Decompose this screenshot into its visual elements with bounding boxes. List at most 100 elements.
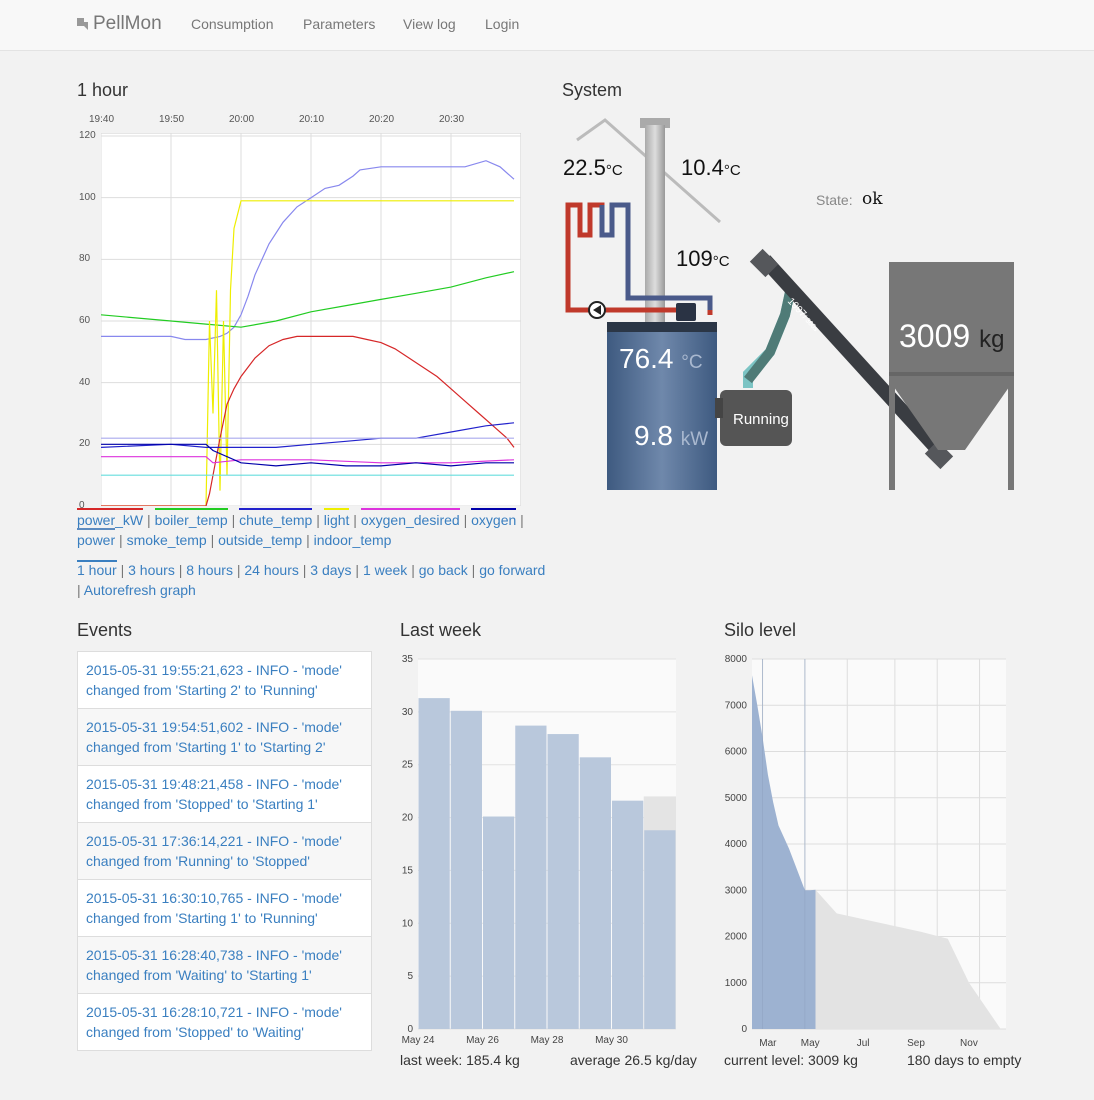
legend-smoke-temp[interactable]: smoke_temp bbox=[126, 532, 207, 548]
x-tick-label: Jul bbox=[857, 1038, 870, 1049]
time-range-links: 1 hour | 3 hours | 8 hours | 24 hours | … bbox=[77, 560, 546, 598]
one-hour-title: 1 hour bbox=[77, 80, 129, 100]
auger bbox=[759, 255, 944, 455]
event-item[interactable]: 2015-05-31 19:54:51,602 - INFO - 'mode' … bbox=[78, 708, 371, 765]
y-tick-label: 6000 bbox=[725, 747, 748, 758]
events-list: 2015-05-31 19:55:21,623 - INFO - 'mode' … bbox=[77, 651, 372, 1051]
x-tick-label: May 30 bbox=[595, 1035, 628, 1046]
range-24-hours[interactable]: 24 hours bbox=[244, 562, 299, 578]
forecast-area bbox=[815, 889, 1001, 1029]
y-tick-label: 5000 bbox=[725, 793, 748, 804]
event-item[interactable]: 2015-05-31 16:28:10,721 - INFO - 'mode' … bbox=[78, 993, 371, 1050]
legend-indoor-temp[interactable]: indoor_temp bbox=[313, 532, 392, 548]
boiler-temp-readout: 76.4 °C bbox=[619, 343, 703, 374]
y-tick-label: 5 bbox=[407, 971, 413, 982]
nav-login[interactable]: Login bbox=[485, 16, 520, 32]
go-forward-link[interactable]: go forward bbox=[479, 562, 546, 578]
y-tick-label: 100 bbox=[79, 191, 96, 203]
navbar: PellMon Consumption Parameters View log … bbox=[0, 0, 1094, 51]
nav-consumption[interactable]: Consumption bbox=[191, 16, 274, 32]
series-chute_temp bbox=[101, 422, 515, 448]
silo-level-chart[interactable]: 0 1000 2000 3000 4000 5000 6000 7000 8000 Mar May J… bbox=[715, 652, 1015, 1052]
chimney bbox=[640, 118, 670, 128]
series-power_kW bbox=[101, 335, 515, 506]
nav-view-log[interactable]: View log bbox=[403, 16, 456, 32]
event-item[interactable]: 2015-05-31 19:55:21,623 - INFO - 'mode' … bbox=[86, 662, 342, 698]
last-week-title: Last week bbox=[400, 620, 482, 640]
legend-outside-temp[interactable]: outside_temp bbox=[218, 532, 303, 548]
y-tick-label: 120 bbox=[79, 130, 96, 141]
x-tick-label: 19:40 bbox=[89, 114, 115, 125]
x-tick-label: May 28 bbox=[531, 1035, 564, 1046]
bar bbox=[450, 710, 482, 1029]
series-smoke_temp bbox=[101, 160, 515, 341]
y-tick-label: 30 bbox=[402, 707, 414, 718]
history-area bbox=[752, 675, 816, 1029]
house-roof bbox=[576, 118, 721, 224]
x-tick-label: Nov bbox=[960, 1038, 978, 1049]
range-1-week[interactable]: 1 week bbox=[362, 562, 408, 578]
x-tick-label: May bbox=[801, 1038, 820, 1049]
range-3-days[interactable]: 3 days bbox=[310, 562, 352, 578]
burner-mode: Running bbox=[733, 411, 789, 428]
legend-power-kw[interactable]: power_kW bbox=[77, 508, 144, 530]
x-tick-label: Mar bbox=[759, 1038, 777, 1049]
y-tick-label: 15 bbox=[402, 865, 414, 876]
outside-temp-readout: 10.4°C bbox=[681, 155, 741, 180]
legend-power[interactable]: power bbox=[77, 528, 116, 550]
event-item[interactable]: 2015-05-31 17:36:14,221 - INFO - 'mode' … bbox=[78, 822, 371, 879]
y-tick-label: 20 bbox=[402, 813, 414, 824]
silo bbox=[889, 262, 1014, 380]
x-tick-label: May 24 bbox=[402, 1035, 435, 1046]
y-tick-label: 10 bbox=[402, 918, 414, 929]
range-8-hours[interactable]: 8 hours bbox=[186, 562, 233, 578]
legend-oxygen-desired[interactable]: oxygen_desired bbox=[360, 508, 460, 530]
go-back-link[interactable]: go back bbox=[418, 562, 468, 578]
y-tick-label: 0 bbox=[741, 1024, 747, 1035]
x-tick-label: 20:10 bbox=[299, 114, 325, 125]
x-tick-label: 20:30 bbox=[439, 114, 465, 125]
smoke-temp-readout: 109°C bbox=[676, 246, 730, 271]
x-tick-label: 19:50 bbox=[159, 114, 185, 125]
autorefresh-link[interactable]: Autorefresh graph bbox=[83, 582, 196, 598]
series-light bbox=[101, 200, 514, 506]
last-week-chart[interactable]: 0 5 10 15 20 25 30 35 May 24 May 26 May 28 May 30 bbox=[395, 652, 685, 1052]
event-item[interactable]: 2015-05-31 16:28:40,738 - INFO - 'mode' … bbox=[78, 936, 371, 993]
range-3-hours[interactable]: 3 hours bbox=[128, 562, 175, 578]
nav-parameters[interactable]: Parameters bbox=[303, 16, 376, 32]
y-tick-label: 25 bbox=[402, 760, 414, 771]
y-tick-label: 0 bbox=[407, 1024, 413, 1035]
boiler bbox=[607, 322, 717, 490]
graph-legend: power_kW | boiler_temp | chute_temp | li… bbox=[77, 508, 537, 550]
last-week-total: last week: 185.4 kg bbox=[400, 1052, 520, 1068]
bar bbox=[418, 698, 450, 1029]
system-diagram bbox=[565, 118, 1014, 490]
x-tick-label: 20:00 bbox=[229, 114, 255, 125]
y-tick-label: 35 bbox=[402, 654, 414, 665]
indoor-temp-readout: 22.5°C bbox=[563, 155, 623, 180]
state-label: State: bbox=[816, 192, 853, 208]
x-tick-label: 20:20 bbox=[369, 114, 395, 125]
y-tick-label: 2000 bbox=[725, 932, 748, 943]
brand[interactable]: PellMon bbox=[76, 13, 162, 35]
event-item[interactable]: 2015-05-31 19:48:21,458 - INFO - 'mode' … bbox=[78, 765, 371, 822]
brand-label: PellMon bbox=[93, 13, 162, 34]
y-tick-label: 7000 bbox=[725, 700, 748, 711]
series-oxygen_desired bbox=[101, 456, 515, 464]
series-boiler_temp bbox=[101, 271, 515, 328]
event-item[interactable]: 2015-05-31 16:30:10,765 - INFO - 'mode' … bbox=[78, 879, 371, 936]
legend-boiler-temp[interactable]: boiler_temp bbox=[154, 508, 228, 530]
boiler-power-readout: 9.8 kW bbox=[634, 420, 709, 451]
legend-oxygen[interactable]: oxygen bbox=[471, 508, 517, 530]
one-hour-chart[interactable] bbox=[101, 133, 521, 506]
bar bbox=[612, 800, 644, 1029]
silo-current-level: current level: 3009 kg bbox=[724, 1052, 858, 1068]
y-tick-label: 40 bbox=[79, 376, 91, 388]
legend-chute-temp[interactable]: chute_temp bbox=[239, 508, 313, 530]
legend-light[interactable]: light bbox=[323, 508, 350, 530]
series-oxygen bbox=[101, 443, 514, 467]
silo-days-to-empty: 180 days to empty bbox=[907, 1052, 1022, 1068]
silo-level-readout: 3009 kg bbox=[899, 318, 1005, 354]
bar bbox=[515, 725, 547, 1029]
range-1-hour[interactable]: 1 hour bbox=[77, 560, 117, 578]
